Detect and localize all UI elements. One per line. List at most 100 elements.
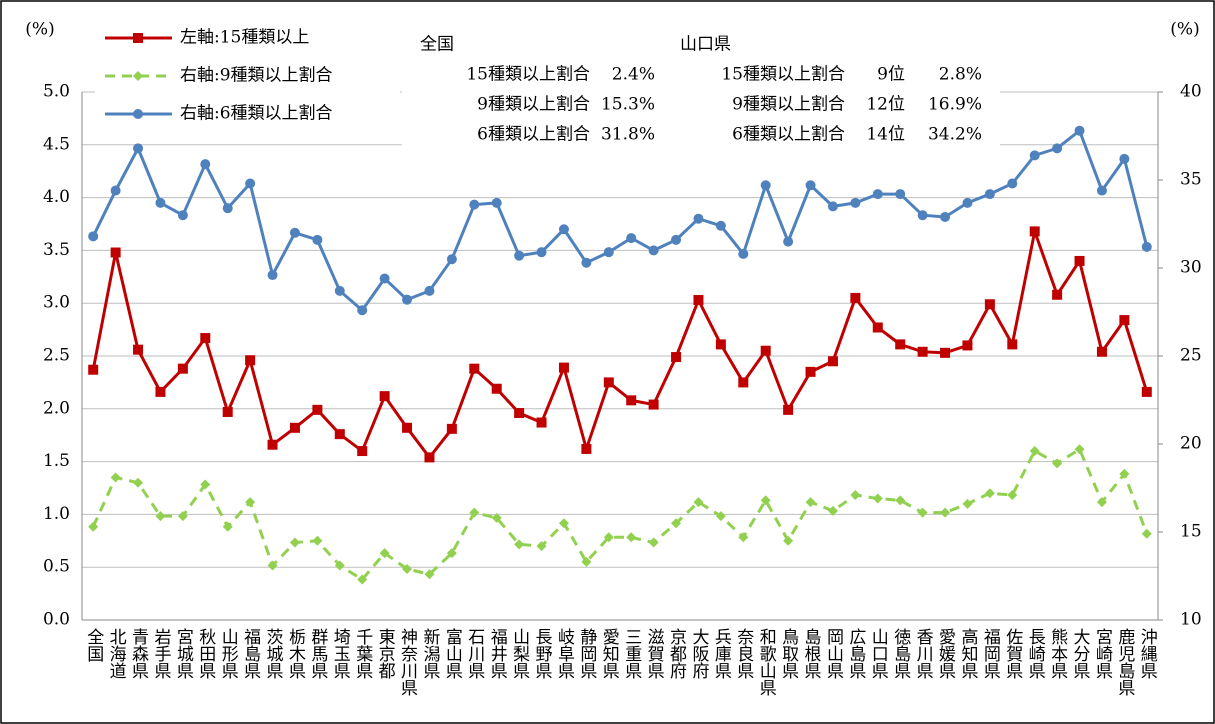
annotation-cell: 15種類以上割合	[466, 65, 590, 85]
point	[177, 363, 188, 374]
x-tick-label: 高知県	[957, 628, 978, 679]
point	[715, 339, 726, 350]
point	[984, 299, 995, 310]
point	[671, 352, 682, 363]
annotation-cell: 9種類以上割合	[732, 95, 845, 115]
point	[558, 224, 569, 235]
x-tick-label: 京都府	[666, 628, 687, 680]
point	[805, 497, 816, 508]
x-tick-label: 山口県	[868, 628, 889, 679]
point	[536, 247, 547, 258]
x-tick-label: 兵庫県	[711, 628, 732, 679]
x-tick-label: 群馬県	[307, 628, 328, 679]
point	[872, 493, 883, 504]
point	[200, 333, 211, 344]
point	[693, 497, 704, 508]
point	[1029, 226, 1040, 237]
point	[962, 340, 973, 351]
point	[917, 346, 928, 357]
y-tick-label: 4.0	[43, 187, 70, 207]
point	[693, 295, 704, 306]
series-line	[91, 447, 1149, 582]
point	[289, 422, 300, 433]
x-tick-label: 佐賀県	[1002, 628, 1023, 679]
point	[514, 408, 525, 419]
y-tick-label: 1.5	[43, 451, 70, 471]
point	[581, 443, 592, 454]
point	[379, 391, 390, 402]
point	[491, 512, 502, 523]
point	[1141, 386, 1152, 397]
y-axis-label: (%)	[25, 20, 54, 40]
point	[895, 339, 906, 350]
point	[514, 250, 525, 261]
point	[715, 511, 726, 522]
point	[1141, 528, 1152, 539]
x-tick-label: 愛知県	[599, 628, 620, 679]
y-tick-label: 2.5	[43, 346, 70, 366]
legend-bg	[95, 22, 400, 140]
annotation-header: 山口県	[680, 35, 731, 55]
point	[1029, 446, 1040, 457]
point	[155, 386, 166, 397]
point	[133, 344, 144, 355]
point	[379, 273, 390, 284]
point	[245, 178, 256, 189]
point	[222, 406, 233, 417]
point	[1141, 241, 1152, 252]
point	[760, 495, 771, 506]
x-tick-label: 愛媛県	[935, 628, 956, 679]
annotation-cell: 2.8%	[939, 65, 982, 85]
x-tick-label: 和歌山県	[756, 628, 777, 696]
point	[110, 472, 121, 483]
point	[827, 356, 838, 367]
point	[88, 364, 99, 375]
point	[940, 347, 951, 358]
x-tick-label: 青森県	[128, 628, 149, 679]
legend-marker	[133, 71, 143, 81]
point	[88, 231, 99, 242]
point	[446, 423, 457, 434]
point	[558, 518, 569, 529]
x-tick-label: 全国	[83, 628, 104, 662]
point	[424, 569, 435, 580]
x-tick-label: 鳥取県	[778, 628, 799, 679]
point	[536, 541, 547, 552]
annotation-cell: 14位	[866, 125, 905, 145]
point	[469, 199, 480, 210]
point	[536, 417, 547, 428]
point	[603, 377, 614, 388]
point	[1119, 315, 1130, 326]
legend-marker	[133, 109, 143, 119]
annotation-cell: 9位	[877, 65, 905, 85]
y2-axis-label: (%)	[1170, 20, 1199, 40]
point	[783, 535, 794, 546]
series-line	[91, 225, 1149, 460]
x-tick-label: 熊本県	[1047, 628, 1068, 679]
point	[469, 363, 480, 374]
point	[1096, 185, 1107, 196]
point	[626, 532, 637, 543]
annotation-cell: 12位	[866, 95, 905, 115]
point	[895, 189, 906, 200]
point	[491, 197, 502, 208]
legend-label: 左軸:15種類以上	[180, 28, 309, 48]
point	[581, 257, 592, 268]
point	[805, 366, 816, 377]
point	[962, 498, 973, 509]
x-tick-label: 岡山県	[823, 628, 844, 679]
point	[334, 285, 345, 296]
point	[110, 185, 121, 196]
x-tick-label: 静岡県	[576, 628, 597, 679]
x-tick-label: 広島県	[845, 628, 866, 679]
point	[1007, 339, 1018, 350]
point	[402, 294, 413, 305]
y-tick-label: 4.5	[43, 134, 70, 154]
point	[917, 507, 928, 518]
x-tick-label: 神奈川県	[397, 628, 418, 696]
x-tick-label: 滋賀県	[644, 628, 665, 679]
annotation-cell: 6種類以上割合	[732, 125, 845, 145]
point	[671, 234, 682, 245]
y-tick-label: 0.5	[43, 557, 70, 577]
